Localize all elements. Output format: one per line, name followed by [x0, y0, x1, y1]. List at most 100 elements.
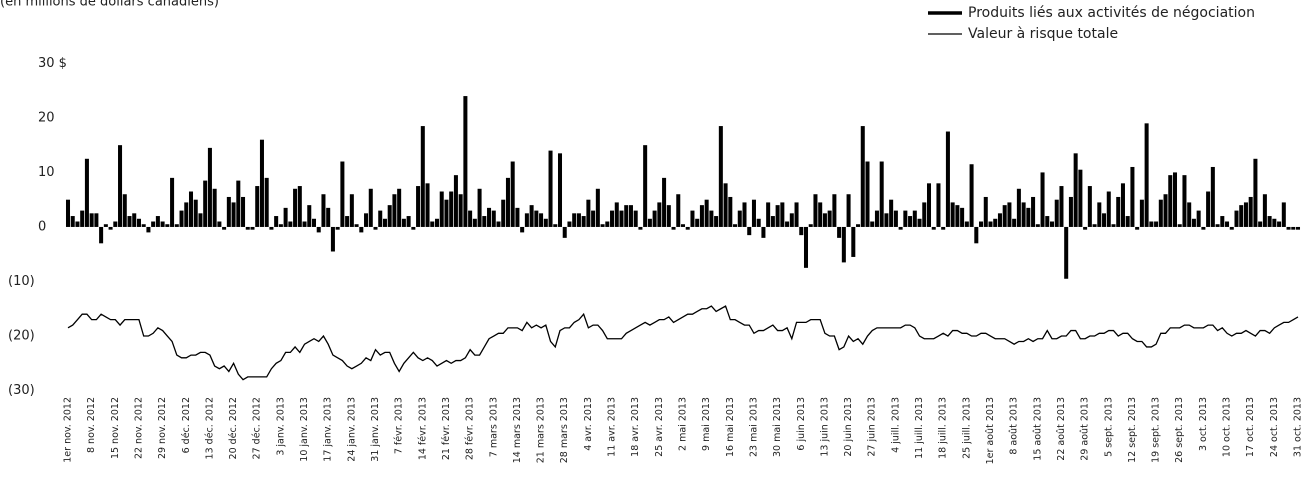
bar [751, 199, 756, 227]
bar [917, 218, 922, 227]
bar [1012, 218, 1017, 227]
bar [397, 188, 402, 227]
bar [1182, 175, 1187, 227]
bar [141, 224, 146, 227]
bar [241, 196, 246, 227]
bar [633, 210, 638, 227]
y-tick-label: (20) [8, 329, 35, 344]
x-tick-label: 6 déc. 2012 [181, 397, 192, 453]
bar [231, 202, 236, 227]
bar [638, 226, 643, 230]
x-tick-label: 2 mai 2013 [678, 397, 689, 451]
bar [127, 216, 132, 227]
bar [174, 224, 179, 227]
bar [368, 188, 373, 227]
y-tick-label: 0 [38, 219, 46, 234]
bar [1154, 221, 1159, 227]
bar [1130, 166, 1135, 227]
bar [827, 210, 832, 227]
bar [349, 194, 354, 227]
bar [974, 226, 979, 244]
bar [179, 210, 184, 227]
bar [1149, 221, 1154, 227]
bar [94, 213, 99, 227]
x-tick-label: 14 févr. 2013 [417, 397, 428, 460]
bar [505, 177, 510, 227]
bar [662, 177, 667, 227]
bar [132, 213, 137, 227]
bar [335, 226, 340, 230]
bar [619, 210, 624, 227]
bar [416, 186, 421, 227]
bar [444, 199, 449, 227]
bar [945, 131, 950, 227]
bar [330, 226, 335, 252]
bar [553, 224, 558, 227]
bar [477, 188, 482, 227]
bar [846, 194, 851, 227]
bar [449, 191, 454, 227]
x-tick-label: 14 mars 2013 [512, 397, 523, 463]
bar [1272, 218, 1277, 227]
bar [1106, 191, 1111, 227]
x-tick-label: 22 nov. 2012 [133, 397, 144, 459]
bar [931, 226, 936, 230]
bar [799, 226, 804, 236]
bar [487, 207, 492, 227]
bar [420, 126, 425, 227]
bar [151, 221, 156, 227]
x-tick-label: 12 sept. 2013 [1127, 397, 1138, 463]
bar [345, 216, 350, 227]
bar [912, 210, 917, 227]
bar [1102, 213, 1107, 227]
bar [983, 196, 988, 227]
bar [75, 221, 80, 227]
x-tick-label: 28 févr. 2013 [465, 397, 476, 460]
bar [160, 221, 165, 227]
bar [198, 213, 203, 227]
bar [236, 180, 241, 227]
bar [1262, 194, 1267, 227]
bar [770, 216, 775, 227]
bar [1064, 226, 1069, 279]
bar [969, 164, 974, 227]
bar [647, 218, 652, 227]
x-tick-label: 15 août 2013 [1032, 397, 1043, 461]
bar [964, 221, 969, 227]
bar [728, 196, 733, 227]
bar [789, 213, 794, 227]
bar [113, 221, 118, 227]
bar [378, 210, 383, 227]
bar [614, 202, 619, 227]
bar [165, 224, 170, 227]
y-tick-label: 10 [38, 165, 55, 180]
bar [1068, 196, 1073, 227]
bar [1092, 224, 1097, 227]
x-tick-label: 15 nov. 2012 [110, 397, 121, 459]
bar [468, 210, 473, 227]
x-tick-label: 18 avr. 2013 [630, 397, 641, 457]
bar [364, 213, 369, 227]
bar [373, 226, 378, 230]
x-tick-label: 24 janv. 2013 [346, 397, 357, 462]
y-tick-label: 30 $ [38, 56, 67, 71]
x-tick-label: 31 oct. 2013 [1293, 397, 1304, 457]
bar [572, 213, 577, 227]
bar [837, 226, 842, 238]
bar [860, 126, 865, 227]
bar [118, 145, 123, 227]
legend-label: Produits liés aux activités de négociati… [968, 5, 1255, 21]
bar [898, 226, 903, 230]
bar [766, 202, 771, 227]
bar [605, 221, 610, 227]
bar [785, 221, 790, 227]
bar [1040, 172, 1045, 227]
bar [822, 213, 827, 227]
x-tick-label: 26 sept. 2013 [1174, 397, 1185, 463]
bar [1234, 210, 1239, 227]
x-tick-label: 21 févr. 2013 [441, 397, 452, 460]
bar [491, 210, 496, 227]
x-tick-label: 17 janv. 2013 [323, 397, 334, 462]
x-tick-label: 11 avr. 2013 [607, 397, 618, 457]
bar [311, 218, 317, 227]
